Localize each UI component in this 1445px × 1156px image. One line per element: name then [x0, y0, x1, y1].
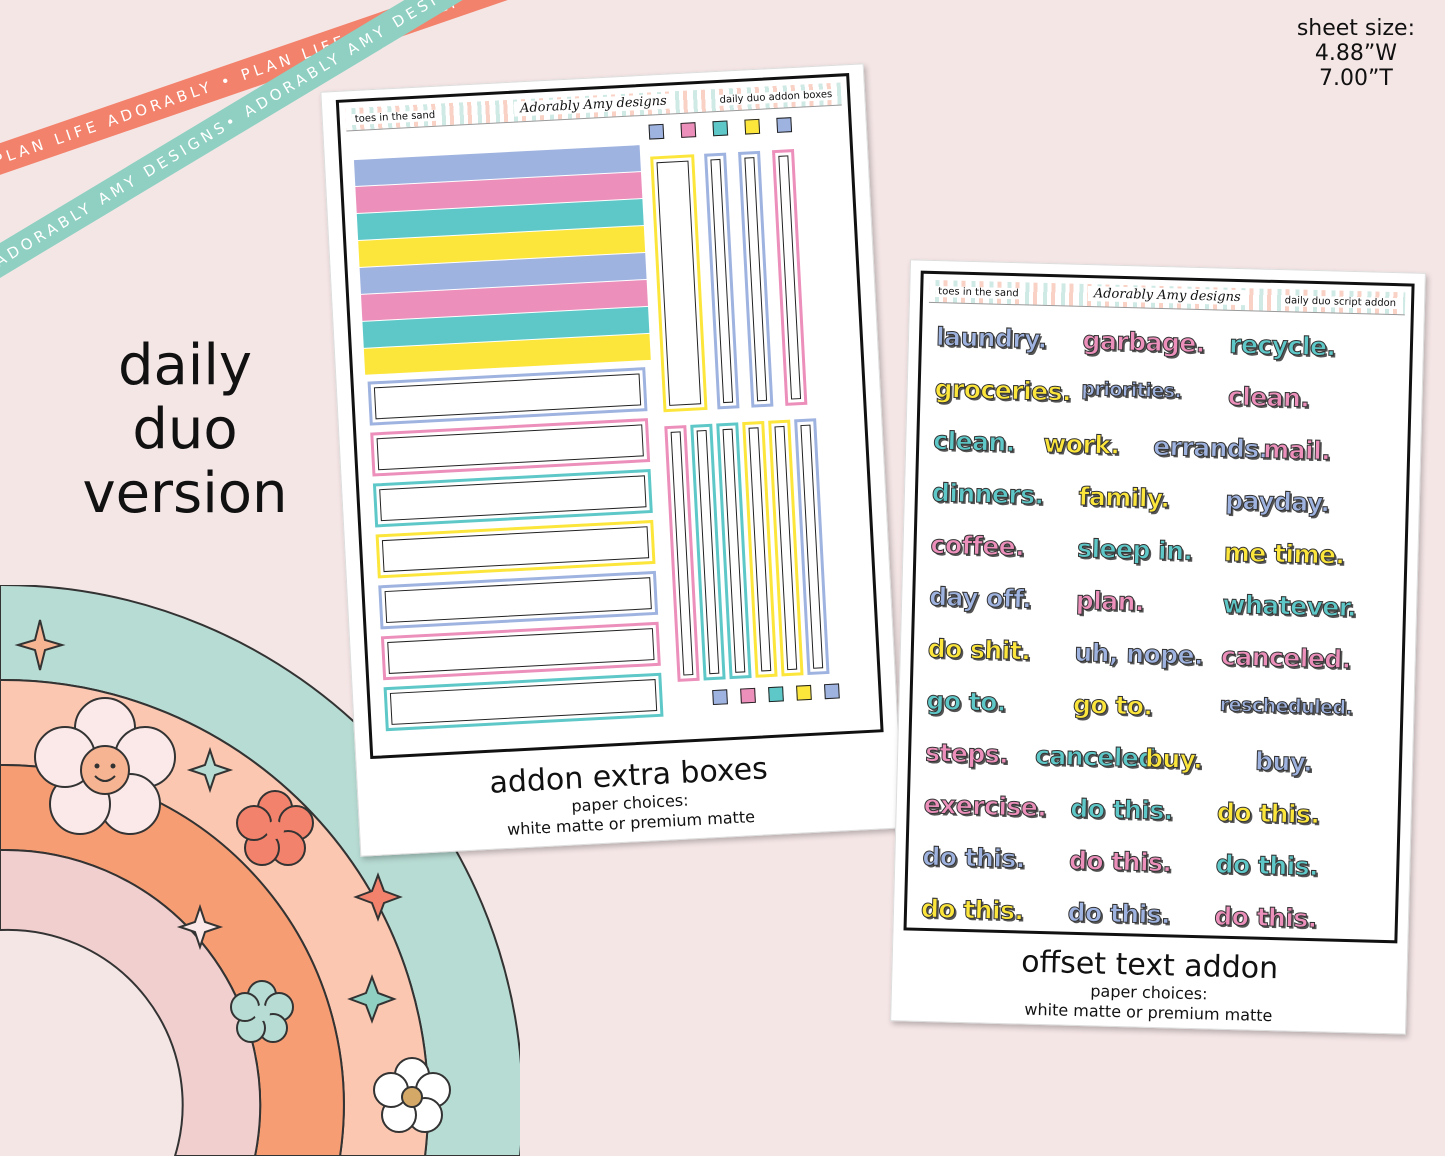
word-sticker: do this. [1215, 849, 1319, 882]
sheet-size-width: 4.88”W [1314, 41, 1397, 66]
sheet-size-info: sheet size: 4.88”W 7.00”T [1297, 16, 1415, 91]
outline-box [370, 418, 651, 477]
word-sticker: do this. [920, 893, 1024, 926]
outline-box [378, 570, 659, 630]
version-line-2: duo [132, 397, 238, 462]
sticker-sheet-addon-boxes: toes in the sand Adorably Amy designs da… [320, 63, 904, 857]
version-line-3: version [82, 461, 288, 526]
word-sticker: family. [1078, 481, 1171, 514]
vertical-box [772, 149, 808, 406]
sparkle-icon [347, 974, 397, 1024]
word-sticker: dinners. [931, 478, 1045, 511]
sheet-caption: addon extra boxes paper choices: white m… [357, 745, 902, 847]
version-line-1: daily [117, 333, 253, 398]
sheet-size-height: 7.00”T [1319, 66, 1393, 91]
sheet-header: toes in the sand Adorably Amy designs da… [345, 82, 842, 132]
word-sticker: whatever. [1222, 589, 1357, 623]
brand-logo: Adorably Amy designs [1087, 286, 1247, 306]
sheet-name: daily duo script addon [1281, 295, 1400, 310]
word-sticker: do this. [1067, 897, 1171, 930]
teal-flower-icon [230, 980, 294, 1043]
word-sticker: go to. [1072, 689, 1153, 721]
sheet-header: toes in the sand Adorably Amy designs da… [928, 279, 1406, 316]
word-sticker: buy. [1144, 743, 1203, 775]
word-sticker: priorities. [1081, 377, 1182, 403]
word-sticker: buy. [1254, 746, 1313, 778]
word-sticker: payday. [1224, 485, 1330, 518]
outline-box [375, 519, 656, 579]
word-sticker: laundry. [935, 322, 1048, 355]
word-sticker: rescheduled. [1219, 693, 1353, 720]
sticker-sheet-offset-text: toes in the sand Adorably Amy designs da… [890, 259, 1426, 1035]
color-square [740, 687, 756, 704]
sparkle-icon [176, 903, 224, 951]
color-square [680, 122, 697, 138]
color-square [768, 686, 784, 703]
word-sticker: garbage. [1082, 325, 1206, 359]
sparkle-icon [186, 746, 234, 794]
word-sticker: day off. [928, 581, 1032, 614]
word-sticker: do this. [1070, 793, 1174, 826]
brand-logo: Adorably Amy designs [513, 93, 674, 117]
word-sticker: canceled. [1220, 641, 1352, 675]
color-square [776, 117, 793, 133]
sparkle-icon [14, 619, 66, 671]
word-sticker: coffee. [930, 530, 1025, 562]
word-sticker: recycle. [1228, 329, 1336, 362]
version-heading: daily duo version [50, 334, 320, 526]
sheet-size-label: sheet size: [1296, 16, 1415, 41]
white-flower-icon [373, 1057, 451, 1133]
color-square [796, 684, 812, 701]
outline-box [383, 672, 664, 732]
word-sticker: clean. [1227, 381, 1310, 413]
color-square [744, 118, 761, 135]
word-sticker: mail. [1262, 434, 1331, 466]
outline-box [372, 468, 653, 528]
word-sticker: go to. [926, 685, 1007, 718]
color-square [712, 689, 728, 706]
sparkle-icon [353, 872, 403, 922]
word-sticker: clean. [932, 426, 1016, 458]
outline-box [367, 367, 648, 426]
word-sticker: do shit. [927, 633, 1031, 666]
vertical-box [650, 154, 708, 413]
word-sticker: plan. [1075, 585, 1145, 617]
word-sticker: errands. [1152, 431, 1269, 464]
word-sticker: sleep in. [1076, 533, 1193, 566]
word-sticker: groceries. [934, 374, 1072, 408]
sheet-border: toes in the sand Adorably Amy designs da… [903, 270, 1415, 944]
word-sticker: work. [1042, 428, 1120, 460]
sheet-name: daily duo addon boxes [716, 88, 836, 107]
word-sticker: do this. [1213, 901, 1318, 934]
theme-name: toes in the sand [351, 109, 439, 126]
orange-flower-icon [236, 790, 314, 866]
vertical-box [738, 150, 774, 408]
word-sticker: exercise. [923, 789, 1047, 823]
rainbow-illustration [0, 585, 520, 1156]
color-square [712, 120, 729, 137]
color-square [824, 683, 840, 700]
sheet-border: toes in the sand Adorably Amy designs da… [335, 73, 884, 760]
word-sticker: do this. [922, 841, 1026, 874]
smiley-flower-icon [34, 697, 176, 835]
vertical-box [704, 152, 740, 410]
word-sticker: uh, nope. [1074, 637, 1204, 671]
word-sticker: do this. [1216, 797, 1320, 830]
word-sticker: do this. [1068, 845, 1172, 878]
theme-name: toes in the sand [935, 286, 1022, 300]
outline-box [380, 621, 661, 681]
word-sticker: me time. [1223, 537, 1345, 570]
color-square [648, 123, 665, 140]
word-sticker: steps. [924, 737, 1009, 770]
sheet-caption: offset text addon paper choices: white m… [891, 942, 1407, 1029]
